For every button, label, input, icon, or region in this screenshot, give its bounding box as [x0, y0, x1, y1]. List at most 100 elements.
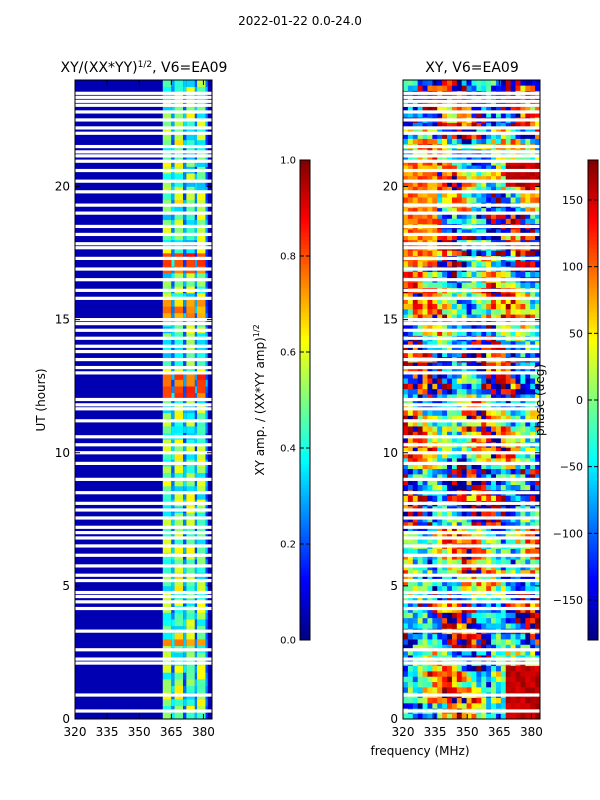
phase-cell	[432, 671, 438, 677]
amp-cell	[194, 146, 198, 154]
phase-cell	[481, 420, 487, 427]
phase-cell	[437, 106, 443, 113]
amp-cell	[162, 233, 172, 241]
phase-cell	[417, 394, 423, 400]
amp-cell	[162, 579, 172, 587]
phase-cell	[481, 298, 487, 304]
amp-colorbar-swatch	[300, 212, 310, 217]
phase-cell	[530, 250, 536, 257]
amp-cell	[171, 705, 175, 713]
phase-cell	[500, 463, 507, 470]
phase-cell	[525, 175, 531, 182]
phase-cell	[476, 261, 482, 267]
phase-cell	[466, 633, 472, 640]
phase-cell	[466, 138, 472, 145]
amp-cell	[183, 619, 187, 627]
phase-cell	[432, 138, 438, 145]
phase-cell	[515, 133, 521, 139]
amp-cell	[162, 312, 172, 320]
phase-cell	[412, 681, 418, 688]
amp-cell	[194, 559, 198, 567]
phase-cell	[437, 649, 443, 656]
phase-cell	[417, 181, 423, 187]
phase-colorbar-swatch	[588, 384, 598, 389]
amp-cell	[205, 532, 208, 540]
amp-colorbar-swatch	[300, 244, 310, 249]
phase-cell	[481, 282, 487, 288]
phase-cell	[466, 612, 472, 619]
phase-cell	[427, 569, 433, 576]
phase-cell	[456, 399, 463, 406]
phase-cell	[491, 575, 497, 581]
phase-cell	[510, 138, 516, 145]
phase-cell	[417, 569, 423, 576]
phase-cell	[471, 495, 477, 501]
phase-cell	[442, 388, 448, 395]
phase-cell	[442, 521, 448, 528]
amp-colorbar-swatch	[300, 432, 310, 437]
phase-cell	[481, 111, 487, 118]
amp-cell	[205, 126, 208, 134]
phase-cell	[461, 420, 467, 427]
phase-cell	[422, 431, 428, 438]
phase-cell	[520, 617, 526, 624]
phase-cell	[510, 303, 516, 310]
amp-colorbar-tick-label: 1.0	[280, 156, 296, 167]
phase-cell	[427, 676, 433, 683]
phase-cell	[403, 399, 409, 406]
phase-cell	[466, 122, 472, 129]
phase-cell	[520, 351, 526, 358]
phase-cell	[412, 362, 418, 368]
phase-cell	[525, 80, 531, 86]
phase-cell	[451, 271, 458, 278]
phase-flag-row	[403, 232, 540, 237]
phase-cell	[530, 617, 536, 624]
phase-cell	[417, 458, 423, 464]
phase-flag-row	[403, 403, 540, 407]
amp-colorbar-swatch	[300, 436, 310, 441]
phase-cell	[486, 303, 492, 310]
phase-cell	[447, 394, 453, 400]
phase-cell	[422, 495, 428, 501]
amp-cell	[186, 625, 195, 633]
phase-cell	[520, 521, 526, 528]
phase-cell	[432, 415, 438, 422]
phase-cell	[495, 191, 502, 198]
phase-cell	[427, 181, 433, 187]
phase-cell	[535, 426, 541, 432]
phase-colorbar-swatch	[588, 184, 598, 189]
phase-cell	[520, 452, 526, 459]
phase-cell	[510, 479, 516, 486]
amp-cell	[162, 372, 172, 380]
phase-cell	[520, 703, 526, 709]
phase-cell	[451, 261, 458, 267]
phase-colorbar-swatch	[588, 624, 598, 629]
phase-cell	[530, 293, 536, 299]
amp-cell	[205, 139, 208, 147]
phase-cell	[407, 612, 414, 619]
phase-colorbar-swatch	[588, 576, 598, 581]
phase-cell	[495, 218, 502, 225]
phase-cell	[407, 665, 414, 672]
phase-cell	[535, 521, 541, 528]
phase-cell	[412, 532, 418, 539]
phase-cell	[456, 426, 463, 432]
amp-xtick-label: 320	[64, 725, 87, 739]
phase-cell	[471, 351, 477, 358]
phase-colorbar-swatch	[588, 636, 598, 641]
phase-cell	[535, 537, 541, 544]
phase-cell	[432, 458, 438, 464]
phase-cell	[510, 431, 516, 438]
amp-cell	[174, 293, 184, 300]
phase-cell	[422, 559, 428, 565]
amp-cell	[205, 439, 208, 447]
phase-cell	[510, 330, 516, 336]
phase-cell	[407, 308, 414, 315]
phase-cell	[422, 575, 428, 581]
phase-colorbar-swatch	[588, 548, 598, 553]
phase-cell	[427, 713, 433, 720]
amp-cell	[197, 665, 206, 673]
phase-cell	[417, 649, 423, 656]
phase-cell	[525, 346, 531, 352]
phase-cell	[505, 559, 511, 565]
